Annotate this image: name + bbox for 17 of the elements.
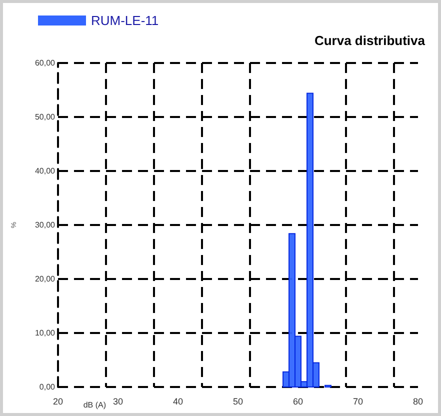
y-tick-label: 50,00 [34,112,56,122]
chart-title: Curva distributiva [314,33,426,48]
x-tick-label: 80 [412,396,424,406]
y-tick-label: 0,00 [39,382,56,392]
y-tick-label: 60,00 [34,58,56,68]
legend-label: RUM-LE-11 [91,13,159,28]
x-axis-title: dB (A) [83,400,106,410]
y-tick-label: 20,00 [34,274,56,284]
y-tick-label: 10,00 [34,328,56,338]
y-tick-label: 40,00 [34,166,56,176]
x-tick-label: 40 [172,396,184,406]
x-tick-label: 70 [352,396,364,406]
y-tick-label: 30,00 [34,220,56,230]
x-tick-label: 30 [112,396,124,406]
x-tick-label: 50 [232,396,244,406]
x-tick-label: 20 [52,396,64,406]
x-tick-label: 60 [292,396,304,406]
